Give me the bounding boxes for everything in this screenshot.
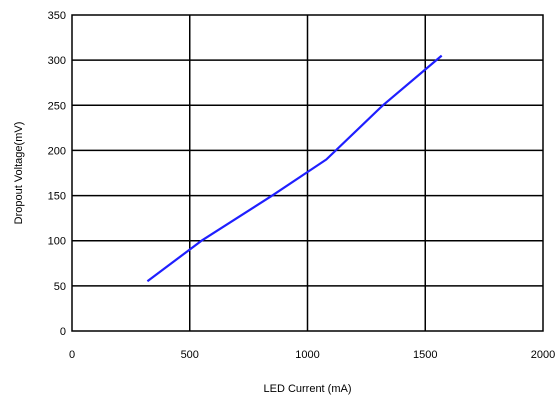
plot-frame xyxy=(71,14,544,332)
series-line xyxy=(146,54,443,283)
y-tick-label: 350 xyxy=(48,10,66,22)
series xyxy=(146,54,443,283)
y-axis-title: Dropout Voltage(mV) xyxy=(13,122,25,225)
y-tick-label: 250 xyxy=(48,100,66,112)
x-tick-label: 0 xyxy=(69,349,75,361)
x-tick-label: 500 xyxy=(181,349,199,361)
y-tick-label: 100 xyxy=(48,236,66,248)
x-tick-label: 2000 xyxy=(531,349,555,361)
x-tick-label: 1000 xyxy=(295,349,319,361)
y-tick-label: 200 xyxy=(48,145,66,157)
y-tick-label: 150 xyxy=(48,191,66,203)
x-tick-label: 1500 xyxy=(413,349,437,361)
y-tick-label: 0 xyxy=(60,326,66,338)
y-tick-label: 50 xyxy=(54,281,66,293)
x-axis-title: LED Current (mA) xyxy=(263,383,351,395)
tick-labels: 0 500 1000 1500 2000 0 50 100 150 200 250 300 350 xyxy=(48,10,555,361)
grid xyxy=(72,15,543,331)
y-tick-label: 300 xyxy=(48,55,66,67)
